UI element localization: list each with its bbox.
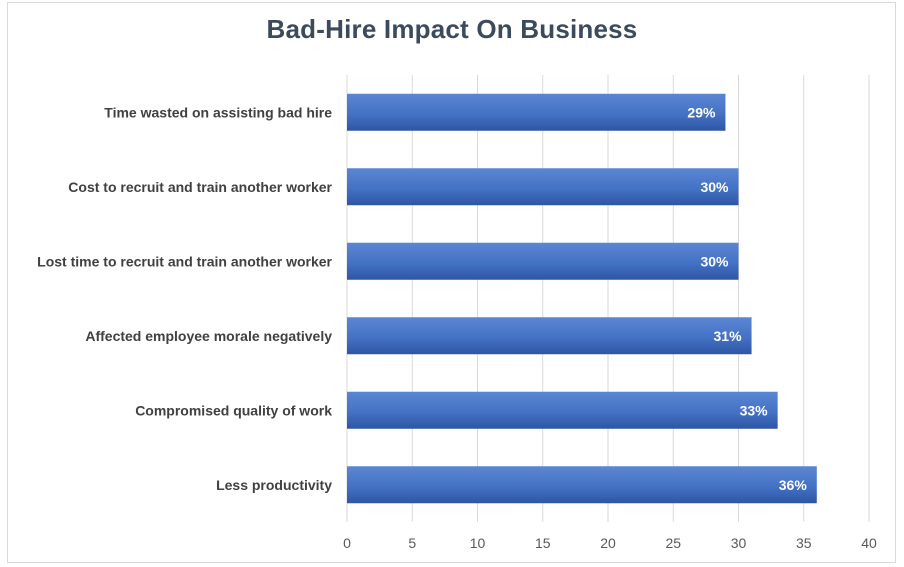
bar (347, 242, 739, 280)
bars (347, 93, 817, 504)
category-label: Compromised quality of work (135, 402, 332, 418)
chart-title: Bad-Hire Impact On Business (266, 14, 638, 44)
x-tick-label: 15 (535, 535, 551, 551)
category-label: Affected employee morale negatively (85, 328, 332, 344)
bar (347, 168, 739, 206)
data-label: 33% (740, 402, 769, 418)
category-label: Cost to recruit and train another worker (68, 179, 332, 195)
bar (347, 466, 817, 504)
gridlines (346, 75, 870, 522)
x-tick-label: 40 (861, 535, 877, 551)
x-tick-label: 30 (731, 535, 747, 551)
x-tick-label: 10 (470, 535, 486, 551)
category-label: Time wasted on assisting bad hire (104, 104, 332, 120)
x-tick-label: 20 (600, 535, 616, 551)
x-tick-label: 35 (796, 535, 812, 551)
data-label: 36% (779, 477, 808, 493)
category-label: Lost time to recruit and train another w… (37, 253, 332, 269)
labels: 0 5 10 15 20 25 30 35 40 Time wasted on assisting… (37, 104, 877, 551)
x-tick-label: 0 (343, 535, 351, 551)
bar (347, 93, 726, 131)
data-label: 31% (714, 328, 743, 344)
bar (347, 391, 778, 429)
category-label: Less productivity (216, 477, 332, 493)
data-label: 29% (687, 104, 716, 120)
x-tick-label: 5 (408, 535, 416, 551)
bar (347, 317, 752, 355)
data-label: 30% (700, 179, 729, 195)
data-label: 30% (700, 253, 729, 269)
x-tick-label: 25 (665, 535, 681, 551)
